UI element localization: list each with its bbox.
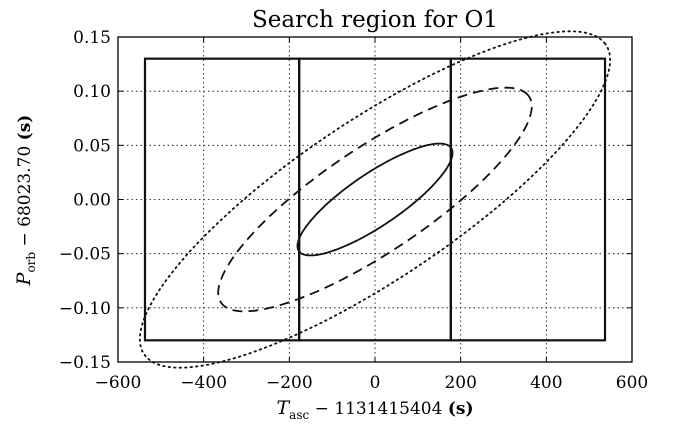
x-tick-label: −600 bbox=[95, 373, 142, 393]
data-marks bbox=[138, 30, 612, 369]
y-tick-label: 0.15 bbox=[73, 28, 111, 48]
grid bbox=[118, 37, 632, 362]
x-tick-label: 200 bbox=[444, 373, 476, 393]
y-tick-label: −0.15 bbox=[59, 353, 111, 373]
x-tick-label: 600 bbox=[616, 373, 648, 393]
ellipse-solid bbox=[296, 142, 454, 257]
y-tick-label: 0.10 bbox=[73, 82, 111, 102]
x-label-unit: (s) bbox=[448, 399, 474, 419]
chart-title: Search region for O1 bbox=[252, 7, 498, 33]
ticks: −600 −400 −200 0 200 400 600 −0.15 −0.10 −0.05 0.0… bbox=[59, 28, 648, 393]
x-tick-label: −400 bbox=[180, 373, 227, 393]
y-label-unit: (s) bbox=[15, 115, 35, 141]
x-tick-label: 0 bbox=[370, 373, 381, 393]
ellipse-dotted bbox=[138, 30, 612, 369]
y-label-rest: − 68023.70 bbox=[15, 140, 35, 252]
x-axis-label: Tasc − 1131415404 (s) bbox=[276, 397, 473, 422]
y-axis-label: Porb − 68023.70 (s) bbox=[13, 115, 38, 287]
x-tick-label: −200 bbox=[266, 373, 313, 393]
y-label-sub: orb bbox=[24, 252, 38, 273]
x-label-main: T bbox=[276, 397, 290, 419]
search-region-rect-3 bbox=[449, 57, 607, 342]
y-tick-label: 0.05 bbox=[73, 136, 111, 156]
ellipse-dashed bbox=[217, 86, 533, 313]
y-tick-label: −0.05 bbox=[59, 245, 111, 265]
y-tick-label: 0.00 bbox=[73, 191, 111, 211]
y-tick-label: −0.10 bbox=[59, 299, 111, 319]
x-label-rest: − 1131415404 bbox=[309, 399, 448, 419]
x-tick-label: 400 bbox=[530, 373, 562, 393]
x-label-sub: asc bbox=[289, 408, 309, 422]
y-label-main: P bbox=[13, 271, 35, 286]
